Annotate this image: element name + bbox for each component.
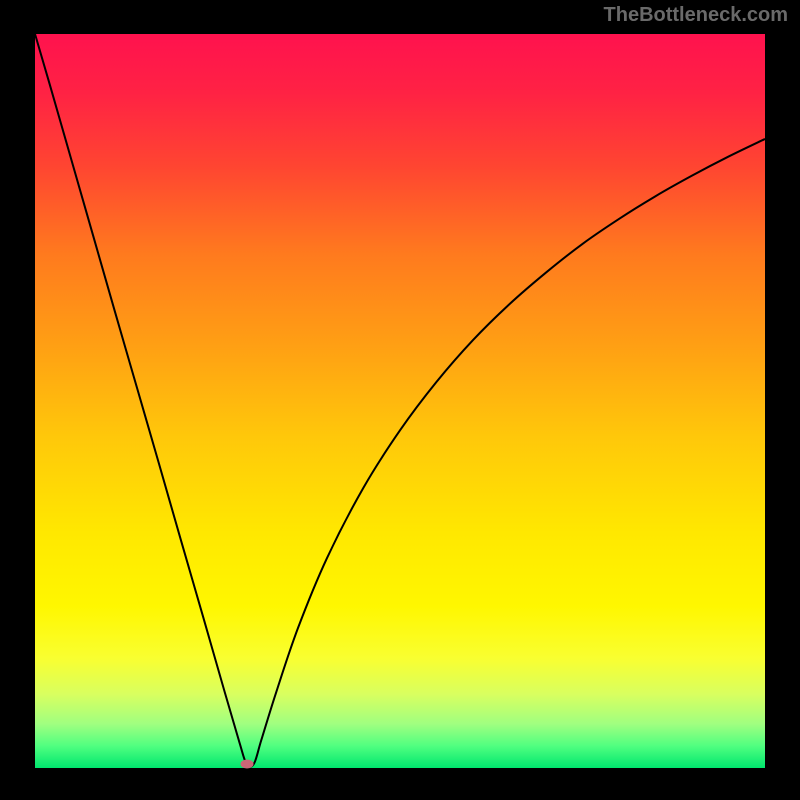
bottleneck-curve-svg [35,34,765,768]
bottleneck-curve [35,34,765,767]
plot-area [35,34,765,768]
minimum-marker [240,759,253,768]
watermark-text: TheBottleneck.com [604,4,788,27]
